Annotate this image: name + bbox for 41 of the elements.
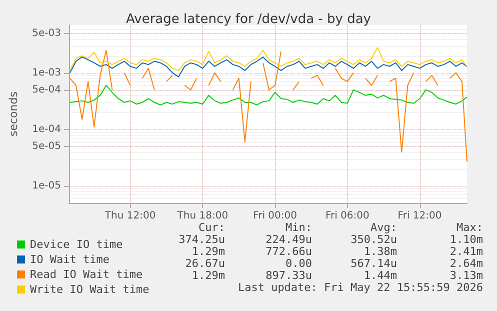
text: Avg: xyxy=(370,221,397,234)
x-tick-label: Fri 12:00 xyxy=(398,210,442,222)
x-tick-label: Thu 12:00 xyxy=(104,210,156,222)
text: 1.10m xyxy=(450,233,484,246)
y-tick-label: 5e-04 xyxy=(32,84,61,96)
text: Max: xyxy=(456,221,483,234)
text: Min: xyxy=(286,221,312,234)
y-axis-title: seconds xyxy=(7,91,20,136)
text: 2.64m xyxy=(450,257,484,270)
y-tick-label: 1e-04 xyxy=(32,124,61,135)
text: 897.33u xyxy=(266,269,312,282)
x-tick-label: Thu 18:00 xyxy=(176,210,228,222)
text: 1.44m xyxy=(364,269,398,282)
chart-title: Average latency for /dev/vda - by day xyxy=(126,12,372,27)
text: 26.67u xyxy=(185,257,225,270)
y-tick-label: 5e-05 xyxy=(32,140,61,152)
x-tick-label: Fri 00:00 xyxy=(253,210,297,222)
line-series xyxy=(70,56,468,78)
text: 0.00 xyxy=(286,257,312,270)
text: 567.14u xyxy=(350,257,397,270)
text: 2.41m xyxy=(450,245,484,258)
y-tick-label: 1e-05 xyxy=(32,180,61,192)
text: 1.38m xyxy=(364,245,398,258)
text: 3.13m xyxy=(450,269,484,282)
text: 1.29m xyxy=(192,245,226,258)
y-tick-label: 1e-03 xyxy=(32,67,61,78)
line-series xyxy=(70,84,468,106)
line-series xyxy=(70,47,468,71)
legend-label: Device IO time xyxy=(30,238,123,251)
text: 350.52u xyxy=(350,233,397,246)
y-tick-label: 5e-03 xyxy=(32,28,61,39)
text: 1.29m xyxy=(192,269,226,282)
text: 374.25u xyxy=(178,233,225,246)
legend-label: Write IO Wait time xyxy=(30,283,150,296)
text: 772.66u xyxy=(266,245,312,258)
text: Last update: Fri May 22 15:55:59 2026 xyxy=(238,281,483,294)
text: 224.49u xyxy=(266,233,312,246)
text: Cur: xyxy=(198,221,225,234)
legend-label: IO Wait time xyxy=(30,253,110,266)
legend-label: Read IO Wait time xyxy=(30,268,143,281)
x-tick-label: Fri 06:00 xyxy=(325,210,370,222)
